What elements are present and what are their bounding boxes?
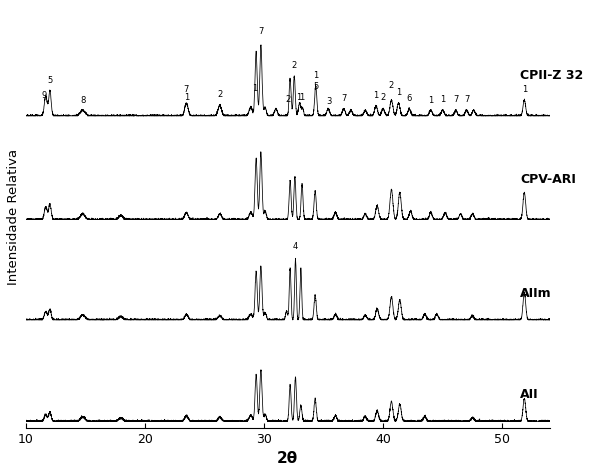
Text: CPII-Z 32: CPII-Z 32 xyxy=(520,69,583,82)
Text: 9: 9 xyxy=(42,91,46,100)
Text: AII: AII xyxy=(520,388,539,401)
Text: 7: 7 xyxy=(453,96,459,105)
Text: 6: 6 xyxy=(407,94,412,103)
Text: 1: 1 xyxy=(373,90,378,99)
Text: 7: 7 xyxy=(258,27,264,36)
Text: 7: 7 xyxy=(341,94,346,103)
Text: 1: 1 xyxy=(428,96,434,105)
Text: 1: 1 xyxy=(522,85,527,94)
Text: 1: 1 xyxy=(299,93,305,102)
Text: CPV-ARI: CPV-ARI xyxy=(520,173,576,185)
Text: 8: 8 xyxy=(80,96,86,105)
Text: 7: 7 xyxy=(464,95,469,104)
X-axis label: 2θ: 2θ xyxy=(277,451,298,466)
Text: 7: 7 xyxy=(184,85,189,94)
Y-axis label: Intensidade Relativa: Intensidade Relativa xyxy=(7,149,20,285)
Text: 2: 2 xyxy=(217,90,222,99)
Text: 1: 1 xyxy=(296,93,301,102)
Text: 2: 2 xyxy=(292,61,297,70)
Text: 2: 2 xyxy=(286,95,291,104)
Text: 1: 1 xyxy=(396,88,401,96)
Text: 1: 1 xyxy=(313,71,318,80)
Text: 2: 2 xyxy=(381,93,386,102)
Text: AIIm: AIIm xyxy=(520,287,552,300)
Text: 1: 1 xyxy=(252,84,257,93)
Text: 3: 3 xyxy=(327,97,332,106)
Text: 1: 1 xyxy=(184,93,189,102)
Text: 5: 5 xyxy=(313,82,318,91)
Text: 1: 1 xyxy=(440,95,446,104)
Text: 2: 2 xyxy=(389,81,394,90)
Text: 4: 4 xyxy=(293,242,298,251)
Text: 5: 5 xyxy=(48,76,52,85)
